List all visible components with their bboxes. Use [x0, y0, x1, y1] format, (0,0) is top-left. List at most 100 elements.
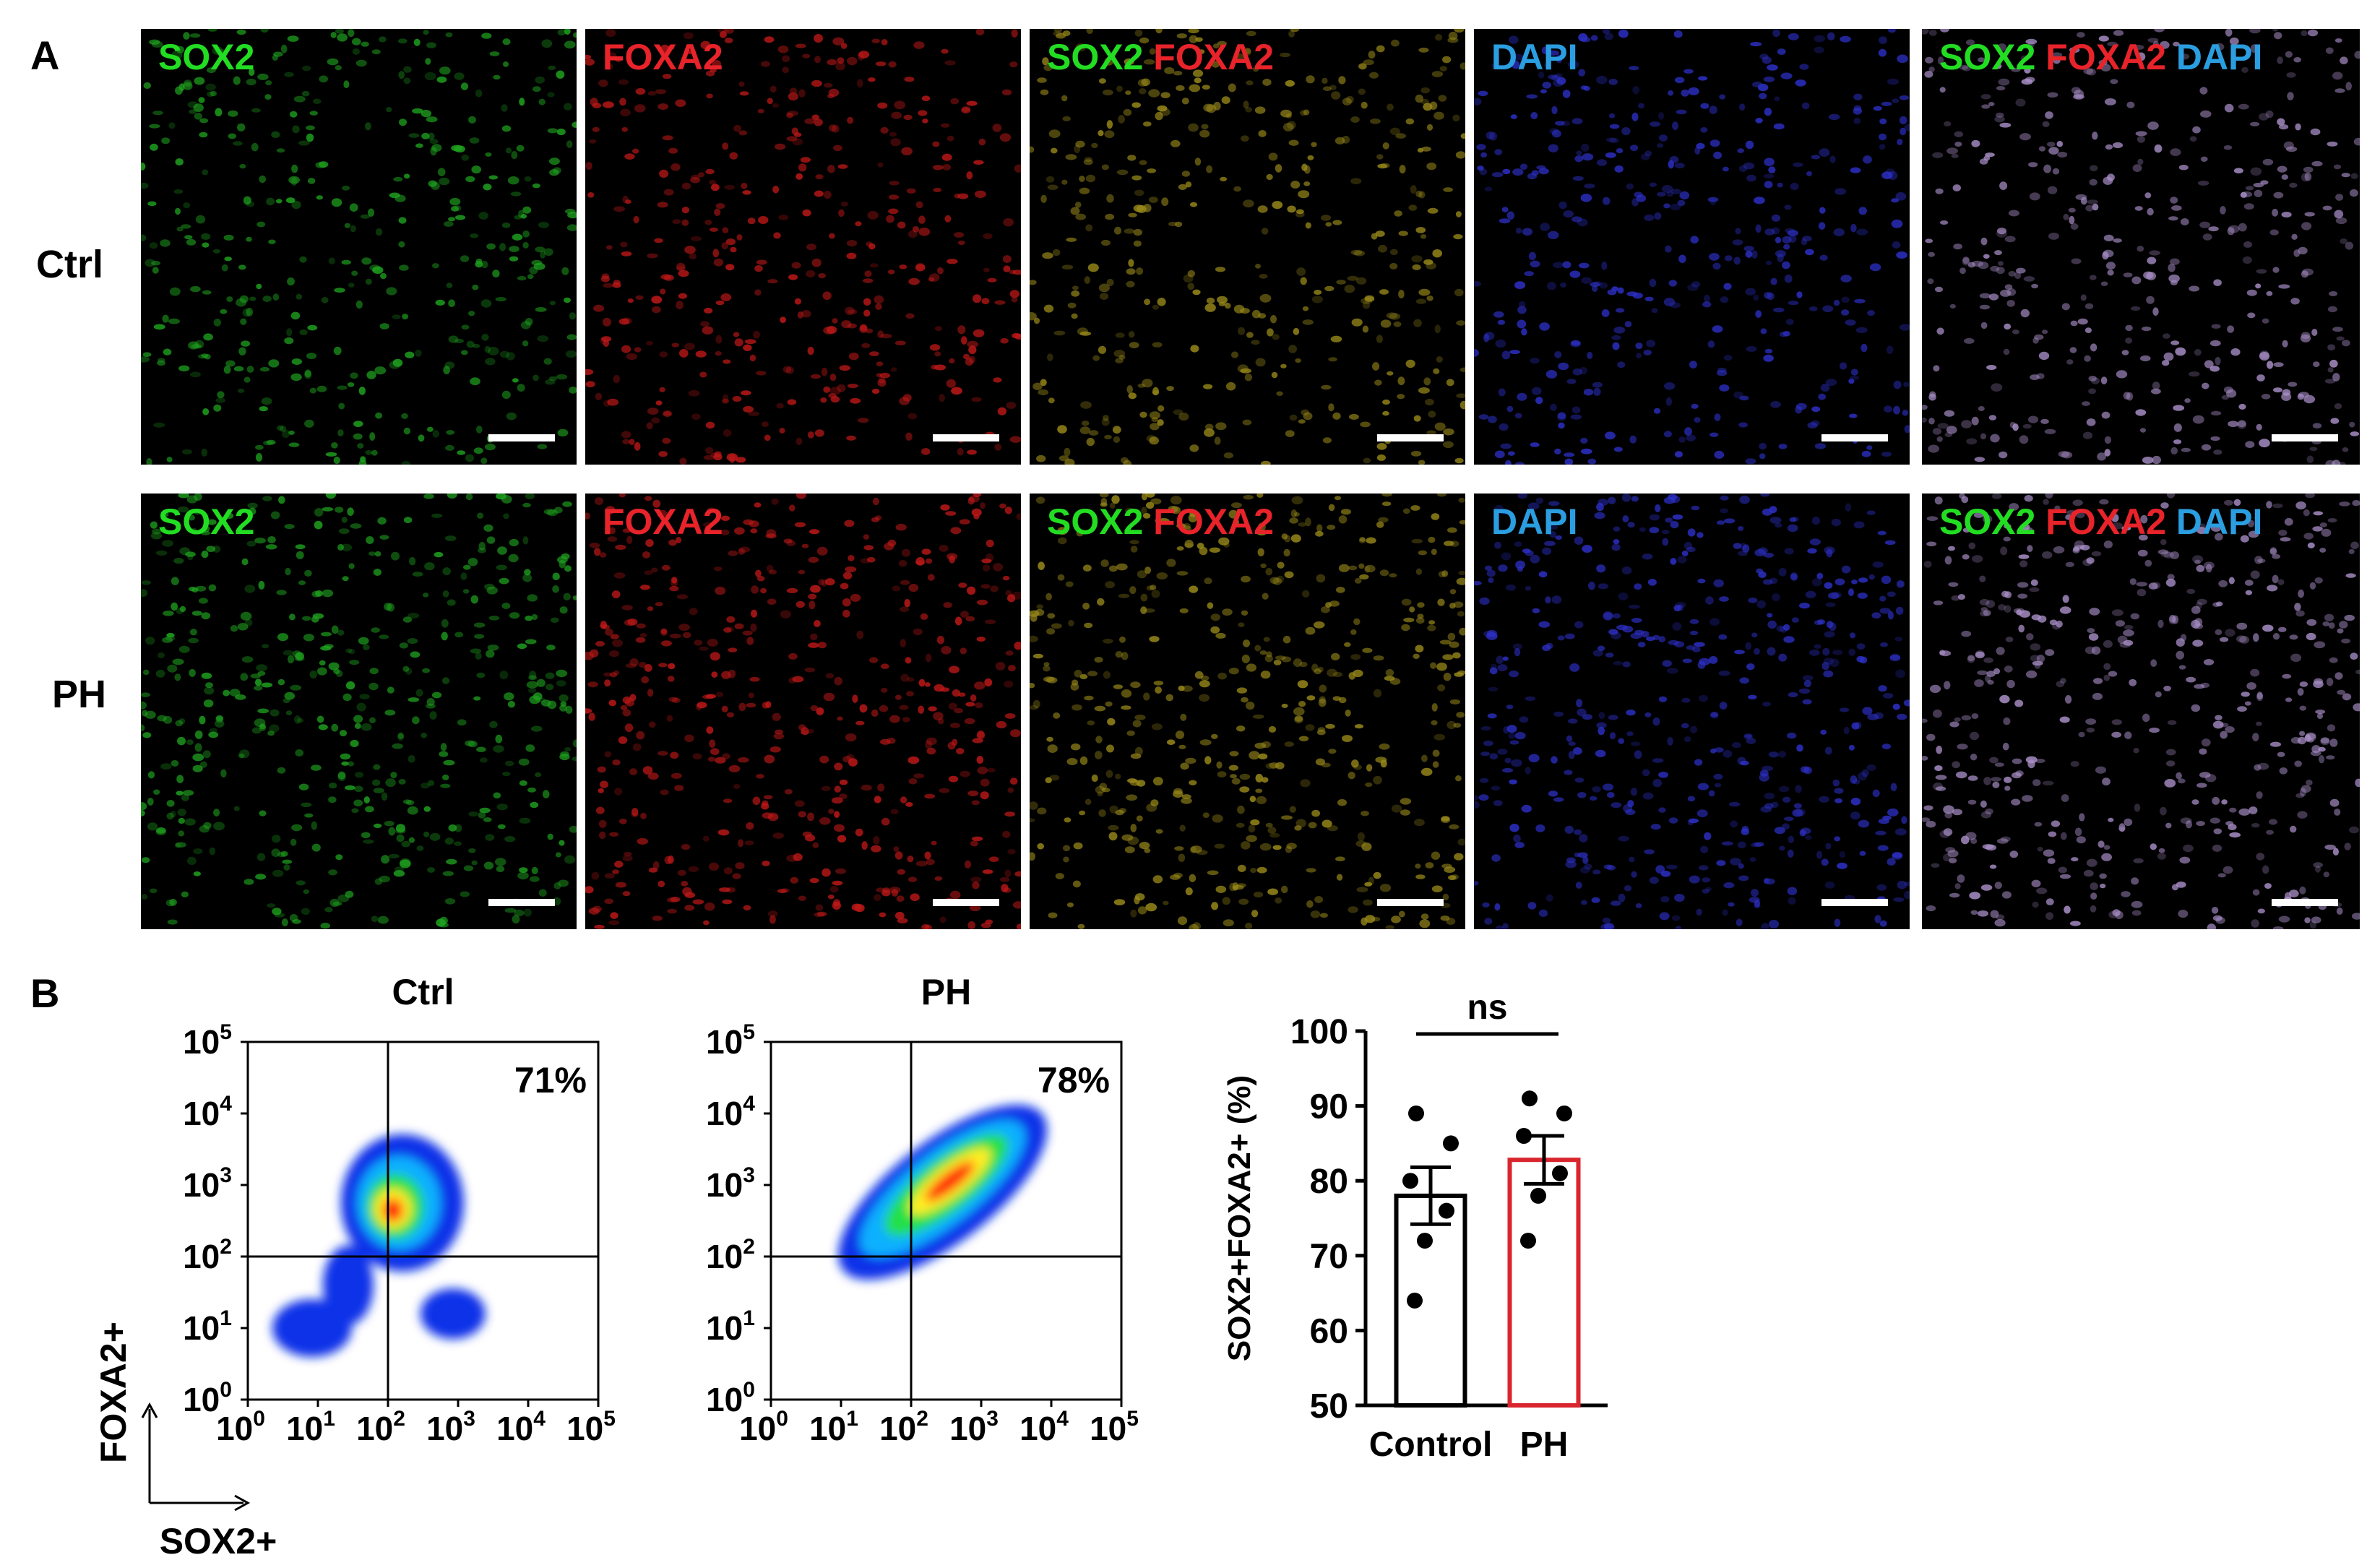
cell-nucleus [704, 307, 713, 314]
cell-nucleus [486, 243, 496, 250]
cell-nucleus [961, 336, 967, 345]
cell-nucleus [1373, 871, 1381, 879]
axis-orientation-indicator: FOXA2+SOX2+ [93, 1322, 277, 1560]
cell-nucleus [2267, 361, 2274, 369]
cell-nucleus [1978, 262, 1989, 270]
cell-nucleus [1965, 39, 1975, 46]
cell-nucleus [2173, 423, 2182, 432]
cell-nucleus [1102, 89, 1113, 96]
cell-nucleus [1328, 403, 1335, 412]
cell-nucleus [1841, 296, 1850, 303]
cell-nucleus [1798, 688, 1811, 694]
cell-nucleus [399, 859, 411, 869]
cell-nucleus [321, 297, 329, 303]
cell-nucleus [1394, 210, 1402, 217]
cell-nucleus [648, 721, 656, 728]
cell-nucleus [906, 677, 915, 682]
cell-nucleus [2240, 535, 2249, 543]
cell-nucleus [1155, 29, 1163, 34]
cell-nucleus [1057, 537, 1067, 545]
cell-nucleus [2031, 283, 2038, 289]
cell-nucleus [613, 572, 626, 579]
cell-nucleus [270, 511, 280, 520]
cell-nucleus [543, 358, 552, 365]
cell-nucleus [2097, 840, 2105, 848]
cell-nucleus [294, 656, 305, 662]
cell-nucleus [1417, 613, 1424, 619]
cell-nucleus [361, 832, 371, 839]
cell-nucleus [999, 503, 1006, 509]
cell-nucleus [629, 768, 637, 775]
cell-nucleus [460, 82, 469, 90]
cell-nucleus [328, 869, 337, 876]
cell-nucleus [814, 118, 823, 126]
cell-nucleus [1986, 365, 1997, 370]
cell-nucleus [1606, 792, 1615, 798]
cell-nucleus [1968, 542, 1976, 550]
cell-nucleus [685, 50, 697, 55]
cell-nucleus [512, 233, 523, 241]
cell-nucleus [2353, 137, 2360, 146]
cell-nucleus [1856, 228, 1868, 236]
x-tick-label: 102 [356, 1407, 405, 1447]
cell-nucleus [2069, 47, 2080, 53]
cell-nucleus [1634, 583, 1642, 590]
cell-nucleus [889, 715, 900, 723]
cell-nucleus [295, 652, 304, 660]
cell-nucleus [846, 252, 857, 259]
cell-nucleus [868, 77, 876, 82]
cell-nucleus [847, 116, 854, 124]
cell-nucleus [1400, 809, 1410, 816]
cell-nucleus [1403, 617, 1415, 623]
cell-nucleus [1779, 331, 1788, 337]
cell-nucleus [2257, 908, 2265, 914]
cell-nucleus [613, 670, 620, 676]
cell-nucleus [1527, 902, 1537, 910]
cell-nucleus [1124, 228, 1135, 234]
cell-nucleus [1805, 249, 1814, 256]
cell-nucleus [1980, 884, 1993, 891]
cell-nucleus [1414, 819, 1425, 827]
cell-nucleus [2281, 174, 2288, 180]
cell-nucleus [1819, 207, 1826, 214]
cell-nucleus [247, 502, 258, 509]
cell-nucleus [1587, 351, 1593, 360]
cell-nucleus [368, 208, 374, 217]
cell-nucleus [897, 869, 905, 875]
cell-nucleus [900, 796, 907, 803]
cell-nucleus [1802, 699, 1812, 704]
cell-nucleus [2273, 191, 2284, 199]
cell-nucleus [1854, 298, 1866, 303]
cell-nucleus [1734, 650, 1745, 655]
cell-nucleus [722, 394, 729, 403]
cell-nucleus [543, 509, 556, 515]
cell-nucleus [1784, 274, 1793, 283]
cell-nucleus [451, 206, 459, 212]
cell-nucleus [1486, 632, 1498, 640]
cell-nucleus [629, 694, 637, 702]
cell-nucleus [726, 616, 736, 623]
cell-nucleus [1368, 51, 1376, 59]
cell-nucleus [1887, 591, 1896, 598]
cell-nucleus [639, 633, 647, 638]
cell-nucleus [618, 318, 629, 325]
cell-nucleus [829, 374, 837, 382]
cell-nucleus [1508, 451, 1515, 456]
cell-nucleus [835, 61, 845, 71]
cell-nucleus [981, 559, 992, 564]
cell-nucleus [1753, 294, 1759, 301]
cell-nucleus [2004, 236, 2016, 243]
cell-nucleus [1700, 845, 1709, 853]
cell-nucleus [1899, 95, 1909, 100]
cell-nucleus [178, 718, 186, 725]
cell-nucleus [1548, 790, 1558, 797]
cell-nucleus [291, 358, 302, 365]
cell-nucleus [2309, 582, 2316, 590]
cell-nucleus [1185, 887, 1193, 896]
cell-nucleus [973, 514, 980, 520]
cell-nucleus [1822, 647, 1830, 656]
cell-nucleus [1337, 798, 1347, 806]
cell-nucleus [342, 693, 352, 702]
cell-nucleus [207, 519, 217, 525]
cell-nucleus [850, 593, 861, 602]
